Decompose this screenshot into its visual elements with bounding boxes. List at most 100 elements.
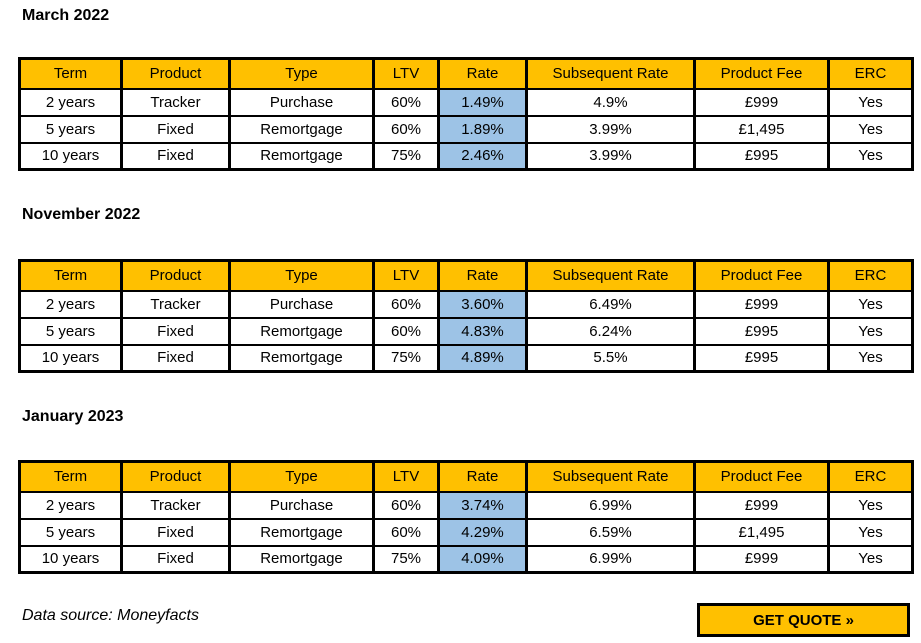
cell-ltv: 75% bbox=[372, 343, 440, 373]
cell-erc: Yes bbox=[827, 87, 914, 117]
cell-term: 5 years bbox=[18, 316, 123, 346]
table-row: 10 years Fixed Remortgage 75% 4.89% 5.5% £995 Y… bbox=[18, 343, 914, 373]
header-row: Term Product Type LTV Rate Subsequent Rate Pro… bbox=[18, 460, 914, 493]
cell-subsequent-rate: 4.9% bbox=[525, 87, 696, 117]
cell-subsequent-rate: 6.59% bbox=[525, 517, 696, 547]
column-header-product-fee: Product Fee bbox=[693, 259, 830, 292]
cell-type: Purchase bbox=[228, 289, 375, 319]
cell-ltv: 75% bbox=[372, 141, 440, 171]
column-header-term: Term bbox=[18, 259, 123, 292]
column-header-type: Type bbox=[228, 57, 375, 90]
column-header-subsequent-rate: Subsequent Rate bbox=[525, 57, 696, 90]
cell-product-fee: £995 bbox=[693, 141, 830, 171]
cell-rate: 4.29% bbox=[437, 517, 528, 547]
column-header-term: Term bbox=[18, 460, 123, 493]
cell-ltv: 60% bbox=[372, 289, 440, 319]
table-row: 5 years Fixed Remortgage 60% 4.83% 6.24% £995 Y… bbox=[18, 316, 914, 346]
cell-term: 10 years bbox=[18, 544, 123, 574]
column-header-subsequent-rate: Subsequent Rate bbox=[525, 259, 696, 292]
column-header-erc: ERC bbox=[827, 259, 914, 292]
cell-type: Remortgage bbox=[228, 517, 375, 547]
cell-product-fee: £999 bbox=[693, 87, 830, 117]
column-header-ltv: LTV bbox=[372, 57, 440, 90]
section-title-november-2022: November 2022 bbox=[22, 206, 141, 223]
cell-ltv: 75% bbox=[372, 544, 440, 574]
column-header-erc: ERC bbox=[827, 460, 914, 493]
cell-term: 10 years bbox=[18, 343, 123, 373]
cell-type: Purchase bbox=[228, 490, 375, 520]
cell-rate: 3.74% bbox=[437, 490, 528, 520]
header-row: Term Product Type LTV Rate Subsequent Rate Pro… bbox=[18, 259, 914, 292]
column-header-product-fee: Product Fee bbox=[693, 460, 830, 493]
cell-type: Remortgage bbox=[228, 141, 375, 171]
column-header-ltv: LTV bbox=[372, 460, 440, 493]
cell-erc: Yes bbox=[827, 289, 914, 319]
cell-erc: Yes bbox=[827, 517, 914, 547]
cell-product-fee: £999 bbox=[693, 490, 830, 520]
header-row: Term Product Type LTV Rate Subsequent Rate Pro… bbox=[18, 57, 914, 90]
cell-ltv: 60% bbox=[372, 316, 440, 346]
cell-term: 5 years bbox=[18, 114, 123, 144]
cell-rate: 2.46% bbox=[437, 141, 528, 171]
cell-erc: Yes bbox=[827, 114, 914, 144]
column-header-product: Product bbox=[120, 460, 231, 493]
cell-rate: 1.89% bbox=[437, 114, 528, 144]
cell-type: Purchase bbox=[228, 87, 375, 117]
column-header-product-fee: Product Fee bbox=[693, 57, 830, 90]
table-row: 10 years Fixed Remortgage 75% 2.46% 3.99% £995… bbox=[18, 141, 914, 171]
cell-product: Fixed bbox=[120, 517, 231, 547]
cell-subsequent-rate: 6.49% bbox=[525, 289, 696, 319]
column-header-ltv: LTV bbox=[372, 259, 440, 292]
column-header-product: Product bbox=[120, 57, 231, 90]
cell-subsequent-rate: 6.99% bbox=[525, 490, 696, 520]
cell-product: Tracker bbox=[120, 289, 231, 319]
cell-product: Tracker bbox=[120, 87, 231, 117]
column-header-erc: ERC bbox=[827, 57, 914, 90]
rates-table-march-2022: Term Product Type LTV Rate Subsequent Rate Pro… bbox=[18, 57, 914, 171]
cell-rate: 3.60% bbox=[437, 289, 528, 319]
cell-subsequent-rate: 6.24% bbox=[525, 316, 696, 346]
get-quote-button[interactable]: GET QUOTE » bbox=[697, 603, 910, 637]
cell-term: 2 years bbox=[18, 289, 123, 319]
column-header-rate: Rate bbox=[437, 57, 528, 90]
cell-product: Fixed bbox=[120, 316, 231, 346]
cell-erc: Yes bbox=[827, 141, 914, 171]
cell-type: Remortgage bbox=[228, 544, 375, 574]
cell-product-fee: £995 bbox=[693, 343, 830, 373]
cell-product-fee: £995 bbox=[693, 316, 830, 346]
cell-product-fee: £999 bbox=[693, 289, 830, 319]
cell-product-fee: £1,495 bbox=[693, 114, 830, 144]
section-title-january-2023: January 2023 bbox=[22, 408, 124, 425]
table-row: 2 years Tracker Purchase 60% 1.49% 4.9% £999 Ye… bbox=[18, 87, 914, 117]
rates-table-january-2023: Term Product Type LTV Rate Subsequent Rate Pro… bbox=[18, 460, 914, 574]
cell-subsequent-rate: 3.99% bbox=[525, 114, 696, 144]
cell-rate: 1.49% bbox=[437, 87, 528, 117]
cell-type: Remortgage bbox=[228, 316, 375, 346]
table-row: 10 years Fixed Remortgage 75% 4.09% 6.99% £999… bbox=[18, 544, 914, 574]
cell-erc: Yes bbox=[827, 544, 914, 574]
cell-term: 10 years bbox=[18, 141, 123, 171]
cell-ltv: 60% bbox=[372, 114, 440, 144]
cell-product: Fixed bbox=[120, 141, 231, 171]
cell-product: Fixed bbox=[120, 544, 231, 574]
cell-ltv: 60% bbox=[372, 517, 440, 547]
table-row: 5 years Fixed Remortgage 60% 4.29% 6.59% £1,49… bbox=[18, 517, 914, 547]
cell-product: Tracker bbox=[120, 490, 231, 520]
cell-product: Fixed bbox=[120, 114, 231, 144]
cell-ltv: 60% bbox=[372, 87, 440, 117]
cell-rate: 4.83% bbox=[437, 316, 528, 346]
cell-type: Remortgage bbox=[228, 114, 375, 144]
cell-subsequent-rate: 6.99% bbox=[525, 544, 696, 574]
rates-table-november-2022: Term Product Type LTV Rate Subsequent Rate Pro… bbox=[18, 259, 914, 373]
cell-product-fee: £1,495 bbox=[693, 517, 830, 547]
cell-term: 2 years bbox=[18, 490, 123, 520]
column-header-type: Type bbox=[228, 460, 375, 493]
cell-term: 5 years bbox=[18, 517, 123, 547]
table-row: 2 years Tracker Purchase 60% 3.74% 6.99% £999 Y… bbox=[18, 490, 914, 520]
cell-product-fee: £999 bbox=[693, 544, 830, 574]
cell-term: 2 years bbox=[18, 87, 123, 117]
cell-type: Remortgage bbox=[228, 343, 375, 373]
cell-erc: Yes bbox=[827, 490, 914, 520]
column-header-rate: Rate bbox=[437, 259, 528, 292]
